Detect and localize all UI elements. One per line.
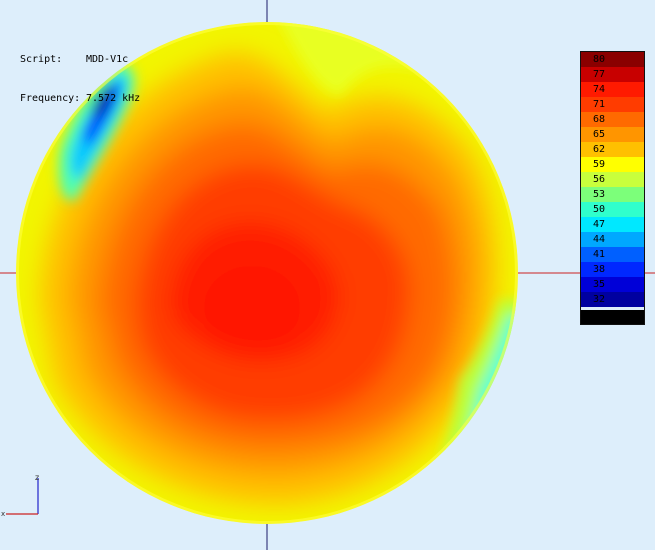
script-row: Script: MDD-V1c [20, 53, 140, 66]
legend-level-44: 44 [581, 232, 644, 247]
legend-level-32: 32 [581, 292, 644, 307]
axis-triad: z x [1, 473, 39, 518]
color-scale-legend: 80 77 74 71 68 65 62 59 56 53 50 47 44 41 38 35 32 [580, 51, 645, 325]
legend-level-56: 56 [581, 172, 644, 187]
info-panel: Script: MDD-V1c Frequency: 7.572 kHz [20, 27, 140, 118]
legend-level-59: 59 [581, 157, 644, 172]
script-value: MDD-V1c [86, 54, 129, 65]
legend-level-65: 65 [581, 127, 644, 142]
legend-level-62: 62 [581, 142, 644, 157]
legend-bottom-bar [581, 310, 644, 324]
legend-level-68: 68 [581, 112, 644, 127]
legend-level-47: 47 [581, 217, 644, 232]
frequency-label: Frequency: [20, 93, 81, 104]
legend-level-80: 80 [581, 52, 644, 67]
legend-level-35: 35 [581, 277, 644, 292]
frequency-row: Frequency: 7.572 kHz [20, 92, 140, 105]
axis-x-label: x [1, 510, 5, 518]
legend-level-41: 41 [581, 247, 644, 262]
legend-level-77: 77 [581, 67, 644, 82]
legend-level-74: 74 [581, 82, 644, 97]
legend-level-53: 53 [581, 187, 644, 202]
script-label: Script: [20, 54, 63, 65]
legend-level-71: 71 [581, 97, 644, 112]
frequency-value: 7.572 kHz [86, 93, 141, 104]
legend-level-38: 38 [581, 262, 644, 277]
legend-level-50: 50 [581, 202, 644, 217]
axis-z-label: z [35, 473, 39, 482]
